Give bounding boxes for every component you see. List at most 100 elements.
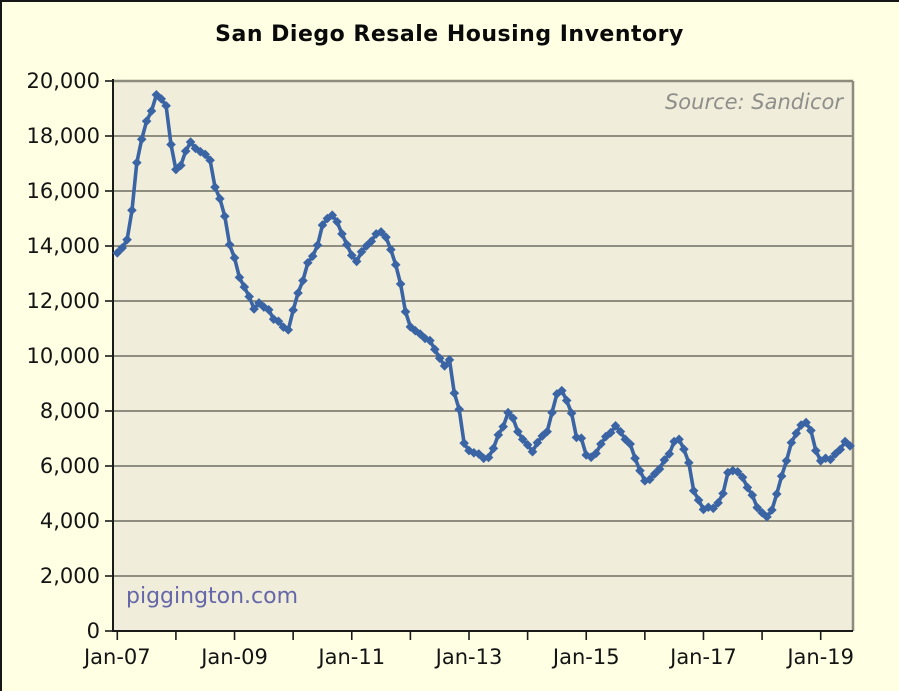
data-point-marker [425, 335, 435, 346]
data-point-marker [483, 452, 494, 463]
data-point-marker [327, 210, 338, 220]
data-point-marker [312, 240, 323, 250]
data-point-marker [571, 432, 582, 443]
data-point-marker [679, 444, 689, 455]
data-point-marker [400, 306, 411, 317]
data-point-marker [498, 421, 508, 432]
data-point-marker [488, 443, 499, 454]
data-point-marker [635, 465, 645, 476]
data-point-marker [835, 444, 846, 455]
data-point-marker [180, 146, 191, 156]
data-point-marker [781, 455, 792, 466]
x-axis-label: Jan-07 [82, 645, 151, 669]
x-axis-label: Jan-13 [434, 645, 503, 669]
data-point-marker [288, 305, 298, 315]
data-point-marker [351, 256, 362, 267]
data-point-marker [742, 482, 753, 493]
data-point-marker [298, 275, 308, 286]
data-point-marker [356, 246, 367, 257]
data-point-marker [493, 430, 504, 440]
data-point-marker [757, 507, 767, 518]
data-point-marker [649, 469, 660, 479]
data-point-marker [136, 134, 147, 145]
data-point-marker [811, 445, 821, 456]
source-annotation: Source: Sandicor [664, 90, 843, 114]
data-point-marker [820, 453, 831, 464]
data-point-marker [376, 227, 386, 237]
data-point-marker [713, 498, 723, 508]
data-point-marker [469, 448, 479, 458]
data-point-marker [146, 106, 157, 116]
data-point-marker [684, 457, 694, 468]
data-point-marker [600, 431, 611, 442]
data-point-marker [141, 116, 152, 126]
data-point-marker [283, 325, 294, 335]
data-point-marker [723, 467, 733, 478]
data-point-marker [610, 421, 621, 431]
data-point-marker [434, 353, 445, 363]
data-point-marker [664, 449, 675, 459]
data-point-marker [557, 385, 567, 396]
data-point-marker [586, 452, 596, 462]
data-point-marker [176, 160, 186, 171]
data-point-marker [708, 503, 719, 514]
data-point-marker [561, 395, 572, 406]
data-point-marker [322, 213, 333, 224]
data-point-marker [244, 291, 254, 302]
y-axis-label: 18,000 [27, 124, 100, 148]
data-point-marker [171, 164, 181, 175]
y-axis-label: 0 [87, 619, 100, 643]
data-point-marker [307, 251, 318, 261]
data-point-marker [654, 464, 665, 474]
data-point-marker [210, 182, 220, 192]
data-point-marker [527, 446, 538, 457]
data-point-marker [747, 490, 758, 500]
data-point-marker [542, 426, 552, 437]
data-point-marker [117, 243, 127, 253]
data-point-marker [605, 427, 616, 438]
data-point-marker [254, 298, 264, 308]
chart-title: San Diego Resale Housing Inventory [215, 22, 684, 47]
data-point-marker [508, 413, 518, 423]
data-point-marker [688, 485, 699, 496]
y-axis-label: 10,000 [27, 344, 100, 368]
data-point-marker [591, 448, 601, 459]
data-point-marker [273, 316, 284, 327]
data-point-marker [596, 439, 606, 449]
data-point-marker [566, 408, 577, 418]
data-point-marker [200, 149, 211, 160]
window-border-top [0, 0, 899, 2]
data-point-marker [229, 253, 240, 263]
data-point-marker [415, 329, 425, 339]
data-point-marker [224, 239, 235, 250]
data-point-marker [346, 250, 357, 261]
data-point-marker [845, 441, 855, 451]
data-point-marker [185, 137, 196, 147]
data-point-marker [454, 404, 465, 415]
data-point-marker [195, 146, 206, 157]
data-point-marker [752, 502, 762, 513]
data-point-marker [219, 211, 230, 222]
y-axis-label: 12,000 [27, 289, 100, 313]
y-axis-label: 6,000 [40, 454, 100, 478]
data-point-marker [640, 476, 650, 486]
data-point-marker [112, 248, 123, 258]
data-point-marker [449, 388, 460, 398]
data-point-marker [547, 407, 557, 418]
y-axis-label: 14,000 [27, 234, 100, 258]
data-point-marker [268, 314, 279, 324]
data-point-marker [644, 474, 655, 485]
data-point-marker [459, 438, 469, 448]
data-point-marker [263, 305, 274, 315]
data-point-marker [532, 437, 543, 448]
data-point-marker [293, 288, 303, 298]
data-point-marker [366, 236, 377, 247]
data-point-marker [762, 512, 772, 522]
x-axis-label: Jan-19 [785, 645, 854, 669]
data-point-marker [386, 244, 396, 255]
y-axis-label: 8,000 [40, 399, 100, 423]
data-point-marker [395, 279, 406, 289]
data-point-marker [732, 466, 743, 477]
data-point-marker [430, 344, 440, 355]
